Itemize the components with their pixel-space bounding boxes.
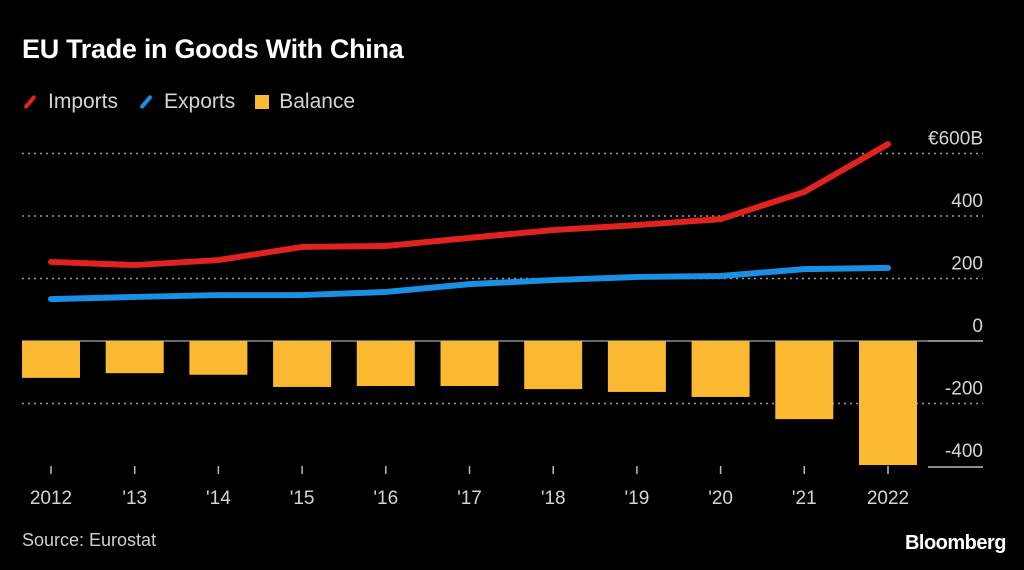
x-tick-label: '13 — [122, 488, 147, 509]
x-tick-label: 2012 — [30, 488, 72, 509]
balance-bar — [775, 341, 834, 420]
balance-box-swatch-icon — [255, 95, 270, 109]
balance-bar — [273, 341, 332, 387]
legend-item-exports: Exports — [138, 90, 235, 114]
legend-item-balance: Balance — [255, 90, 355, 114]
balance-bar — [524, 341, 583, 390]
x-tick-label: '14 — [206, 488, 231, 509]
balance-bar — [356, 341, 415, 386]
balance-bar — [859, 341, 917, 466]
y-tick-label: -200 — [945, 379, 983, 400]
x-tick-label: '20 — [708, 488, 733, 509]
balance-bar — [607, 341, 666, 392]
y-tick-label: €600B — [928, 129, 983, 150]
y-tick-label: 200 — [951, 254, 983, 275]
x-tick-label: '16 — [373, 488, 398, 509]
x-tick-label: '18 — [541, 488, 566, 509]
y-tick-label: -400 — [945, 441, 983, 462]
x-tick-label: '21 — [792, 488, 817, 509]
chart-title: EU Trade in Goods With China — [22, 34, 404, 64]
legend-item-imports: Imports — [22, 90, 118, 114]
legend-label-balance: Balance — [279, 90, 356, 113]
y-tick-label: 0 — [972, 316, 983, 337]
balance-bar — [440, 341, 499, 386]
balance-bar — [691, 341, 750, 397]
legend-label-exports: Exports — [164, 90, 236, 113]
x-tick-label: '17 — [457, 488, 482, 509]
balance-bar — [22, 341, 80, 378]
balance-bar — [105, 341, 164, 374]
y-tick-label: 400 — [951, 191, 983, 212]
imports-line — [48, 141, 891, 269]
balance-bar — [189, 341, 248, 375]
exports-line — [48, 264, 891, 303]
legend-label-imports: Imports — [48, 90, 119, 113]
x-tick-label: '15 — [290, 488, 315, 509]
bloomberg-logo: Bloomberg — [904, 532, 1007, 554]
source-note: Source: Eurostat — [22, 530, 157, 550]
x-tick-label: 2022 — [867, 488, 909, 509]
legend: Imports Exports Balance — [22, 90, 375, 114]
x-tick-label: '19 — [625, 488, 650, 509]
